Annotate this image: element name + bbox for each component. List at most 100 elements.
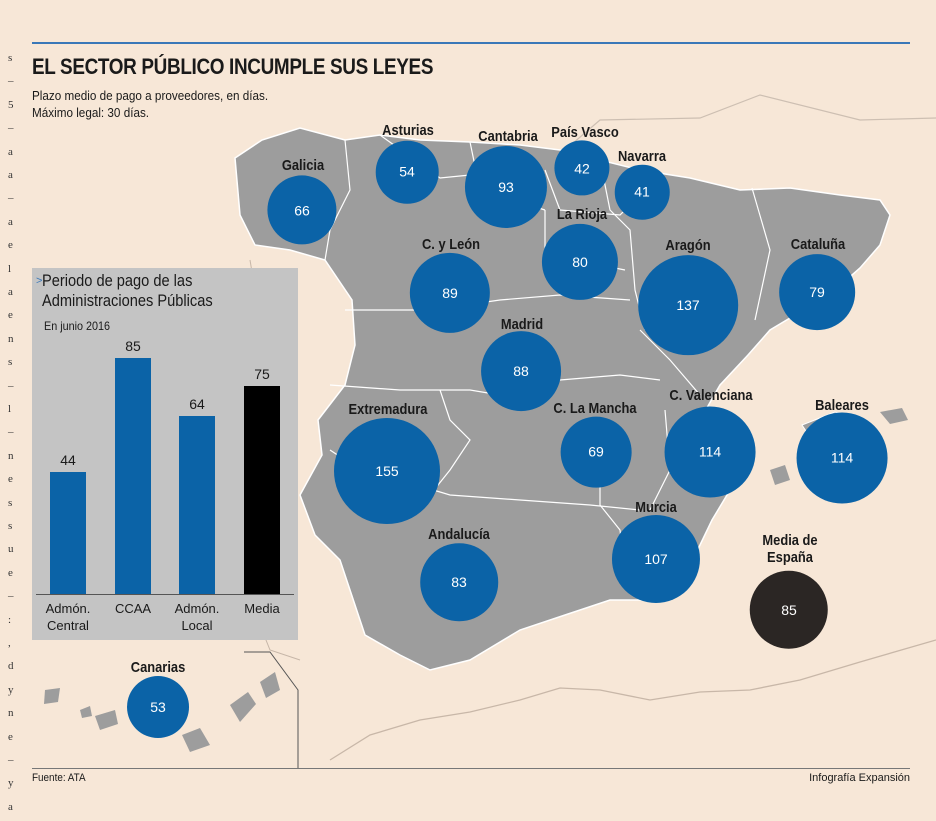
margin-letter: y <box>8 777 14 790</box>
bubble-navarra: 41 <box>614 164 670 220</box>
region-label: Madrid <box>500 316 544 333</box>
bubble-value: 114 <box>698 443 722 460</box>
region-label: Media de España <box>762 532 818 566</box>
margin-letter: e <box>8 239 13 252</box>
bubble-value: 114 <box>830 449 854 466</box>
margin-letter: l <box>8 403 12 415</box>
region-label: Extremadura <box>348 401 428 418</box>
bubble-c-la-mancha: 69 <box>560 416 632 488</box>
bubble-extremadura: 155 <box>334 418 440 524</box>
margin-letter: u <box>8 543 14 556</box>
bubble-value: 41 <box>634 183 650 200</box>
subtitle-line-1: Plazo medio de pago a proveedores, en dí… <box>32 88 269 103</box>
credit-text: Infografía Expansión <box>809 772 910 784</box>
bar-category-label: Admón. Central <box>45 601 91 633</box>
bubble-canarias: 53 <box>127 676 189 738</box>
region-label: C. Valenciana <box>669 387 753 404</box>
margin-letter: – <box>8 426 14 439</box>
bubble-andalucía: 83 <box>420 543 498 621</box>
margin-letter: – <box>8 754 14 766</box>
bar-value-label: 85 <box>125 337 141 354</box>
bubble-cantabria: 93 <box>464 145 548 229</box>
region-label: C. y León <box>421 236 481 253</box>
margin-letter: : <box>8 613 12 626</box>
side-article-letters: s –5– a a – a e l a e n s – l – n e s s u e –:, d y n e – y a <box>0 0 22 821</box>
bubble-la-rioja: 80 <box>541 223 619 301</box>
bar-value-label: 75 <box>254 365 270 382</box>
margin-letter: a <box>8 215 13 228</box>
margin-letter: n <box>8 707 14 720</box>
margin-letter: n <box>8 449 14 462</box>
bubble-madrid: 88 <box>481 331 561 411</box>
margin-letter: , <box>8 637 11 649</box>
menorca-map <box>880 408 908 424</box>
margin-letter: s <box>8 496 13 509</box>
bubble-value: 85 <box>781 601 797 618</box>
region-label: C. La Mancha <box>553 400 637 417</box>
region-label: Cataluña <box>790 236 846 253</box>
bubble-c-valenciana: 114 <box>664 406 756 498</box>
bubble-value: 89 <box>442 285 458 301</box>
margin-letter: d <box>8 660 14 673</box>
region-label: Baleares <box>815 397 869 414</box>
bubble-value: 69 <box>588 444 604 460</box>
margin-letter: e <box>8 309 13 322</box>
region-label: Andalucía <box>428 526 490 543</box>
bar-chart-baseline <box>36 594 294 595</box>
margin-letter: s <box>8 356 13 369</box>
region-label: Galicia <box>281 157 325 174</box>
region-label: Canarias <box>130 659 186 676</box>
bubble-murcia: 107 <box>611 514 701 604</box>
footer-rule <box>32 768 910 769</box>
region-label: Aragón <box>665 237 711 254</box>
ibiza-map <box>770 465 790 485</box>
source-text: Fuente: ATA <box>32 772 86 784</box>
chevron-right-icon: > <box>36 275 43 287</box>
bubble-value: 88 <box>513 362 529 379</box>
margin-letter: a <box>8 800 13 813</box>
bar-1 <box>115 357 151 594</box>
margin-letter: – <box>8 379 14 392</box>
region-label: País Vasco <box>551 124 619 141</box>
bubble-value: 79 <box>809 283 825 300</box>
region-label: Navarra <box>617 148 667 165</box>
bubble-cataluña: 79 <box>779 254 855 330</box>
subtitle-line-2: Máximo legal: 30 días. <box>32 105 150 120</box>
bar-3 <box>244 385 280 594</box>
bar-2 <box>179 416 215 594</box>
margin-letter: 5 <box>8 98 14 111</box>
region-label: Asturias <box>382 122 434 139</box>
region-label: Cantabria <box>478 128 538 145</box>
bubble-aragón: 137 <box>638 255 738 355</box>
margin-letter: l <box>8 262 12 275</box>
bar-chart-title: Periodo de pago de las Administraciones … <box>42 271 213 310</box>
bar-category-label: Media <box>244 601 280 616</box>
margin-letter: e <box>8 473 13 486</box>
bubble-value: 42 <box>574 159 590 176</box>
bar-category-label: CCAA <box>114 601 152 616</box>
margin-letter: – <box>8 192 14 205</box>
margin-letter: a <box>8 145 13 158</box>
bar-chart-subtitle: En junio 2016 <box>44 319 111 333</box>
bubble-value: 137 <box>676 296 700 313</box>
bubble-value: 66 <box>294 202 310 218</box>
bar-category-label: Admón. Local <box>174 601 220 633</box>
bar-0 <box>50 471 86 594</box>
margin-letter: s <box>8 520 13 532</box>
bubble-media-de-españa: 85 <box>749 570 829 650</box>
margin-letter: n <box>8 332 14 345</box>
margin-letter: – <box>8 590 14 603</box>
margin-letter: e <box>8 730 13 743</box>
margin-letter: y <box>8 683 14 696</box>
bar-value-label: 44 <box>60 451 76 468</box>
region-label: Murcia <box>635 499 677 516</box>
margin-letter: a <box>8 169 13 181</box>
bubble-c-y-león: 89 <box>409 252 491 334</box>
margin-letter: – <box>8 122 14 135</box>
margin-letter: e <box>8 566 13 579</box>
margin-letter: a <box>8 286 13 298</box>
bubble-value: 53 <box>150 699 166 715</box>
bubble-value: 54 <box>399 164 415 180</box>
bubble-value: 80 <box>572 253 588 270</box>
top-rule <box>32 42 910 44</box>
